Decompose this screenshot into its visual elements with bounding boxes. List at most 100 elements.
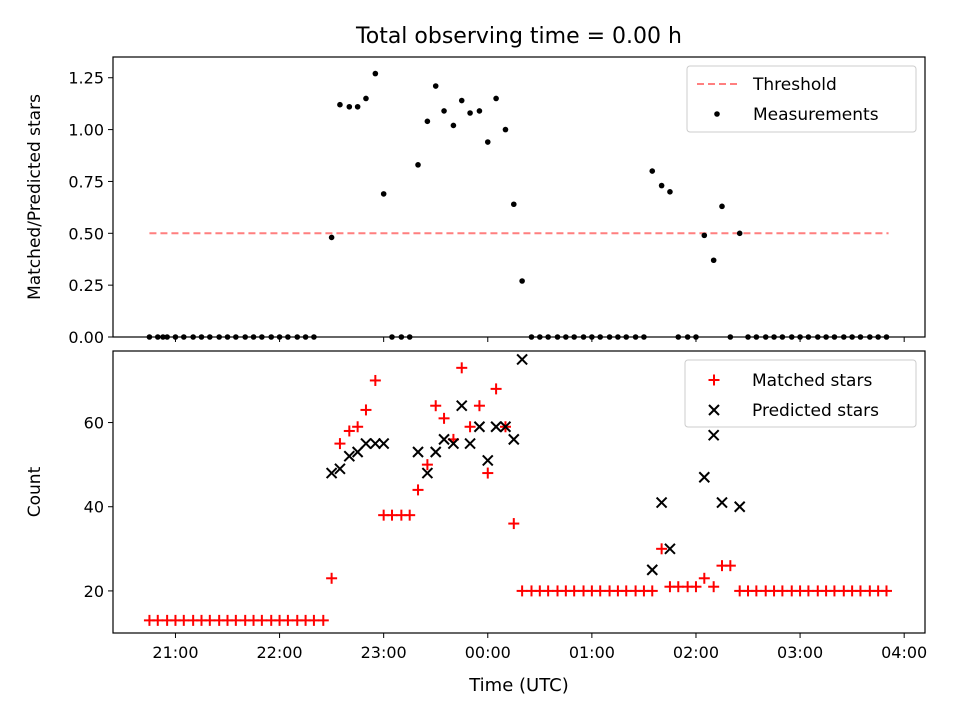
matched-star-point (282, 614, 294, 626)
x-tick-label: 02:00 (673, 643, 719, 662)
x-stroke-b (369, 437, 382, 450)
measurement-point (172, 334, 179, 340)
matched-star-point (256, 614, 268, 626)
top-y-tick-label: 0.50 (68, 224, 104, 243)
matched-star-point (412, 484, 424, 496)
measurement-point (641, 334, 647, 340)
predicted-star-point (351, 446, 364, 458)
x-stroke-b (447, 437, 460, 450)
measurement-point (710, 257, 717, 264)
measurement-point (875, 334, 881, 340)
measurement-point (242, 334, 249, 340)
matched-star-point (430, 400, 442, 412)
predicted-star-point (646, 564, 658, 576)
predicted-star-point (664, 543, 676, 555)
predicted-star-point (655, 496, 668, 509)
x-stroke-b (360, 437, 372, 450)
legend-measurements-label: Measurements (753, 105, 879, 125)
matched-star-point (490, 383, 502, 395)
measurement-point (380, 191, 387, 197)
measurement-point (606, 334, 613, 340)
measurement-point (415, 162, 421, 168)
measurement-point (450, 122, 457, 129)
measurement-point (493, 95, 499, 102)
x-stroke-b (482, 454, 494, 467)
predicted-star-point (464, 437, 476, 450)
measurement-point (719, 203, 725, 210)
bottom-y-tick-label: 20 (84, 582, 104, 601)
measurement-point (484, 139, 491, 145)
measurement-point (458, 97, 465, 104)
x-axis-label: Time (UTC) (468, 675, 569, 696)
matched-star-point (508, 518, 520, 530)
measurement-point (207, 334, 213, 340)
measurement-point (363, 95, 369, 102)
predicted-star-point (447, 437, 460, 450)
matched-star-point (776, 585, 788, 597)
matched-star-point (646, 585, 658, 597)
x-tick-label: 00:00 (465, 643, 511, 662)
x-stroke-b (456, 400, 468, 412)
bottom-panel: 21:00 22:00 23:00 00:00 01:00 02:00 03:00 04:00… (25, 350, 927, 662)
top-legend: Threshold Measurements (686, 65, 917, 133)
x-stroke-b (325, 467, 338, 479)
matched-star-point (802, 585, 814, 597)
top-y-tick-label: 1.00 (68, 121, 104, 140)
predicted-star-point (516, 353, 528, 366)
matched-star-point (594, 585, 606, 597)
matched-star-point (698, 572, 710, 584)
matched-star-point (308, 614, 320, 626)
measurement-point (259, 334, 265, 340)
matched-star-point (656, 543, 668, 555)
measurement-point (250, 334, 257, 340)
measurement-point (797, 334, 803, 340)
matched-star-point (464, 421, 476, 433)
matched-star-point (880, 585, 892, 597)
measurement-point (502, 126, 509, 133)
top-y-tick-label: 1.25 (68, 69, 104, 88)
matched-star-point (326, 572, 338, 584)
x-stroke-b (464, 437, 476, 450)
matched-star-point (750, 585, 762, 597)
matched-star-point (690, 581, 702, 593)
matched-star-point (204, 614, 216, 626)
measurement-point (346, 103, 353, 110)
top-panel: 0.00 0.25 0.50 0.75 1.00 1.25 Matched/Predicte… (25, 56, 926, 347)
matched-star-point (404, 509, 416, 521)
measurement-point (198, 334, 205, 340)
x-stroke-b (646, 564, 658, 576)
measurement-point (805, 334, 812, 340)
measurement-point (814, 334, 821, 340)
predicted-star-point (421, 467, 434, 479)
measurement-point (831, 334, 838, 340)
measurement-point (154, 334, 161, 340)
x-stroke-b (377, 437, 390, 450)
bottom-y-axis-label: Count (25, 466, 45, 517)
predicted-star-point (707, 429, 720, 441)
measurement-point (597, 334, 603, 340)
measurement-point (667, 189, 673, 195)
measurement-point (233, 334, 239, 340)
measurement-point (311, 334, 317, 340)
measurement-point (693, 334, 699, 340)
measurement-point (883, 334, 890, 340)
measurement-point (424, 118, 431, 125)
measurement-point (684, 334, 691, 340)
predicted-star-point (490, 421, 502, 433)
top-y-tick-label: 0.25 (68, 276, 104, 295)
predicted-star-point (369, 437, 382, 450)
measurement-point (337, 101, 343, 108)
matched-star-point (568, 585, 580, 597)
measurement-point (537, 334, 543, 340)
predicted-star-point (473, 421, 486, 433)
predicted-star-point (716, 496, 728, 509)
predicted-star-point (377, 437, 390, 450)
matched-star-point (343, 425, 355, 437)
predicted-star-point (412, 446, 424, 458)
measurement-point (467, 110, 473, 116)
matched-star-point (724, 560, 736, 572)
matched-star-point (230, 614, 242, 626)
measurement-point (476, 108, 483, 114)
x-stroke-b (343, 450, 356, 462)
predicted-star-point (334, 463, 346, 475)
